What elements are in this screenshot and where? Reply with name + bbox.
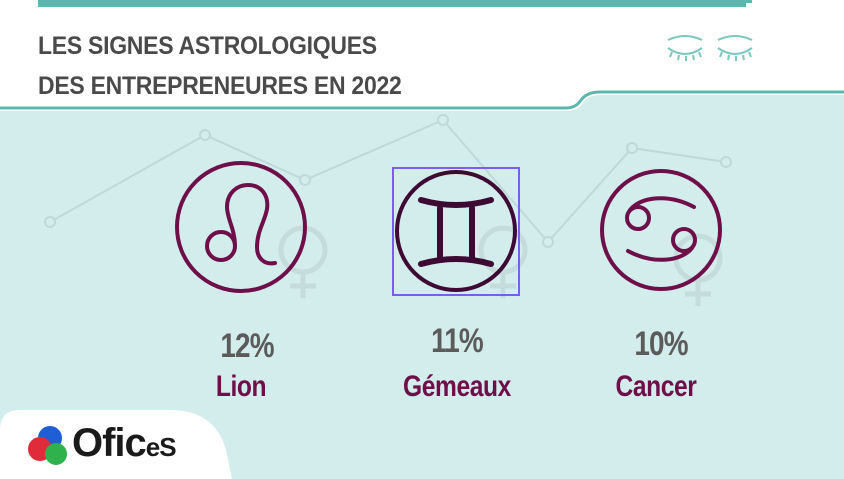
gemini-icon (395, 170, 517, 292)
leo-percent: 12% (220, 327, 274, 365)
cancer-percent: 10% (634, 325, 688, 363)
cancer-label: Cancer (615, 370, 697, 403)
leo-label: Lion (215, 370, 267, 403)
logo-text-small: eS (145, 432, 177, 462)
logo-mark-icon (28, 426, 67, 465)
logo-text-main: Ofic (72, 421, 147, 465)
logo-wordmark: OficeS (72, 421, 177, 466)
title-line-1: LES SIGNES ASTROLOGIQUES (38, 32, 377, 60)
page-title: LES SIGNES ASTROLOGIQUES DES ENTREPRENEU… (38, 26, 402, 106)
header-banner (0, 0, 844, 111)
gemini-label: Gémeaux (403, 370, 511, 403)
cancer-icon (600, 169, 722, 291)
selection-highlight (392, 167, 520, 296)
title-line-2: DES ENTREPRENEURES EN 2022 (38, 72, 402, 100)
gemini-percent: 11% (431, 322, 484, 360)
leo-icon (175, 161, 307, 293)
